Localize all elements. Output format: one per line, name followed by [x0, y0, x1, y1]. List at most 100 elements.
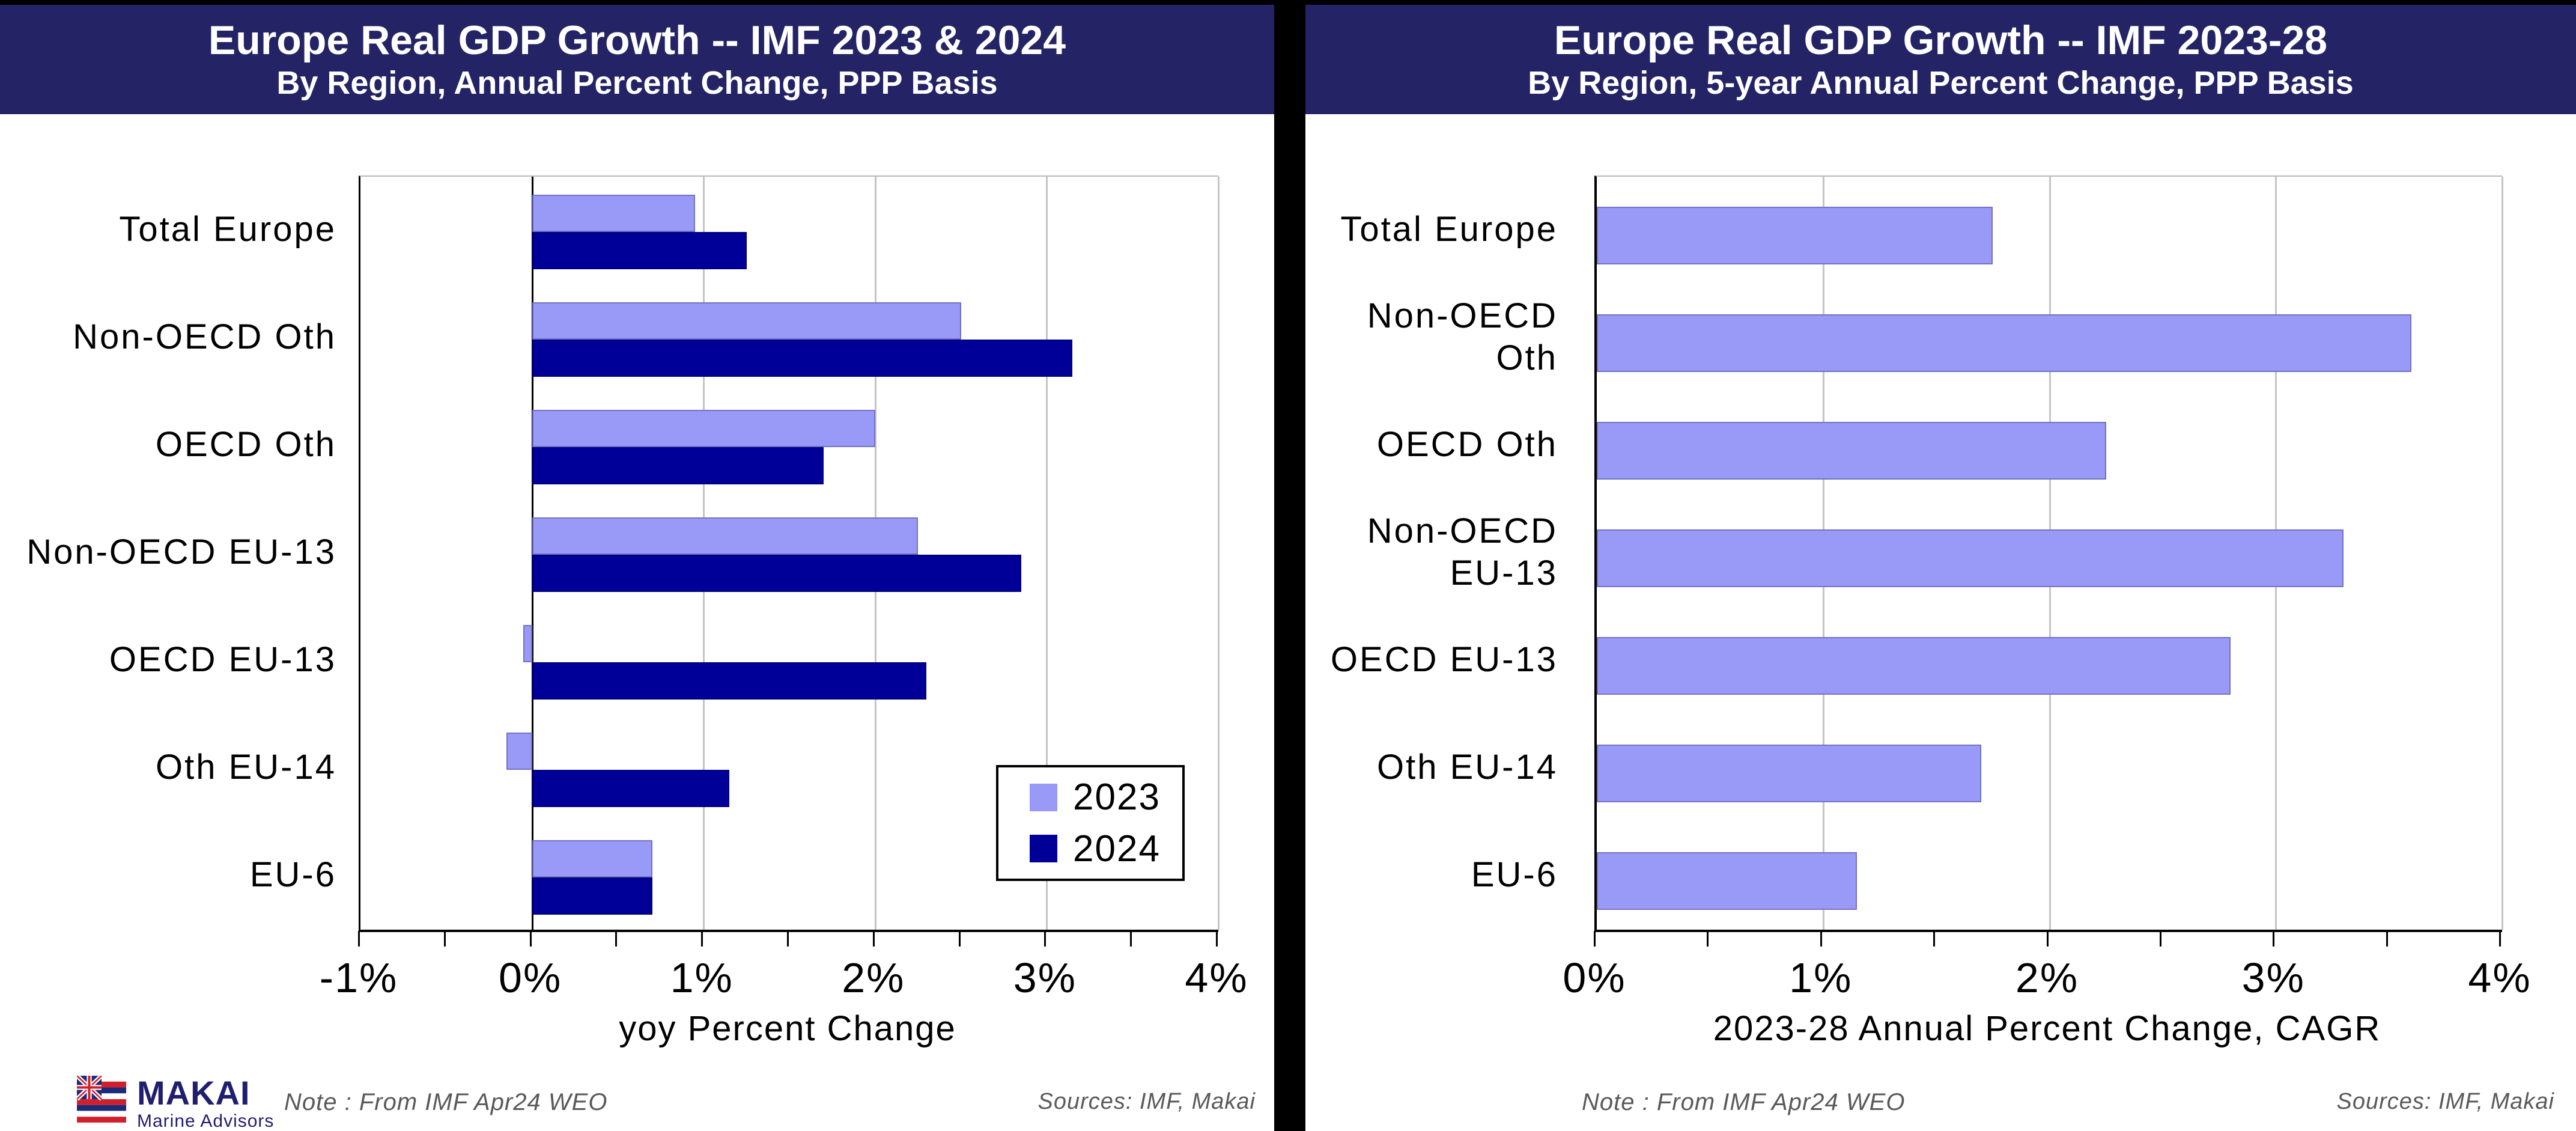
left-note: Note : From IMF Apr24 WEO: [284, 1089, 608, 1115]
left-chart-title: Europe Real GDP Growth -- IMF 2023 & 202…: [208, 17, 1066, 63]
bar-2023-28 CAGR-Oth-EU-14: [1597, 745, 1982, 802]
category-label: Oth EU-14: [1377, 747, 1558, 787]
logo-name: MAKAI: [137, 1074, 251, 1112]
right-note: Note : From IMF Apr24 WEO: [1582, 1089, 1906, 1115]
axis-tick: [2159, 931, 2161, 947]
bar-2023-EU-6: [532, 840, 652, 877]
x-tick-label: 0%: [1563, 954, 1626, 1001]
left-sources: Sources: IMF, Makai: [1037, 1089, 1256, 1114]
category-label: Non-OECD Oth: [73, 317, 336, 356]
bar-2023-28 CAGR-OECD-Oth: [1597, 422, 2106, 480]
axis-tick: [2499, 931, 2501, 947]
axis-tick: [1130, 931, 1132, 947]
category-label: EU-6: [249, 855, 336, 894]
gridline: [1218, 177, 1220, 930]
category-label: Total Europe: [1340, 209, 1558, 249]
x-tick-label: 1%: [1789, 954, 1853, 1001]
bar-2023-OECD-EU-13: [523, 625, 532, 662]
legend-item: 2024: [1030, 828, 1182, 870]
axis-tick: [2046, 931, 2049, 947]
bar-2024-EU-6: [532, 877, 652, 915]
bar-2024-Non-OECD-EU-13: [532, 555, 1021, 592]
category-label: OECD EU-13: [1330, 639, 1558, 679]
category-label: Total Europe: [119, 209, 336, 249]
bar-2023-28 CAGR-Non-OECD-Oth: [1597, 314, 2412, 372]
legend-swatch-2023: [1030, 783, 1057, 811]
right-panel: Europe Real GDP Growth -- IMF 2023-28 By…: [1305, 0, 2576, 1131]
makai-logo: MAKAI Marine Advisors: [77, 1074, 275, 1131]
bar-row: [360, 822, 1218, 930]
bar-row: [360, 177, 1218, 284]
bar-2024-Oth-EU-14: [532, 770, 730, 807]
category-label: OECD Oth: [1376, 424, 1558, 464]
axis-tick: [1594, 931, 1596, 947]
legend-swatch-2024: [1030, 835, 1057, 863]
axis-tick: [358, 931, 360, 947]
gridline: [1046, 177, 1048, 930]
bar-row: [1597, 822, 2502, 930]
x-tick-label: 3%: [1013, 954, 1077, 1001]
bar-2024-OECD-Oth: [532, 447, 824, 484]
bar-2023-Total-Europe: [532, 195, 695, 232]
legend: 2023 2024: [996, 765, 1185, 881]
left-category-labels: Total Europe Non-OECD Oth OECD Oth Non-OECD…: [24, 175, 336, 928]
category-label: Non-OECD EU-13: [1367, 511, 1558, 593]
bar-row: [360, 392, 1218, 499]
bar-row: [1597, 499, 2502, 607]
category-label: OECD Oth: [155, 424, 336, 464]
bar-2024-OECD-EU-13: [532, 662, 927, 700]
gridline: [2502, 177, 2503, 930]
bar-2023-28 CAGR-Non-OECD-EU-13: [1597, 529, 2344, 587]
bar-row: [1597, 284, 2502, 392]
bar-row: [1597, 715, 2502, 822]
bar-row: [360, 284, 1218, 392]
bar-2024-Non-OECD-Oth: [532, 340, 1073, 377]
right-chart-title: Europe Real GDP Growth -- IMF 2023-28: [1554, 17, 2328, 63]
bar-row: [1597, 177, 2502, 284]
x-tick-label: 3%: [2241, 954, 2305, 1001]
x-tick-label: 4%: [1185, 954, 1248, 1001]
right-x-axis-title: 2023-28 Annual Percent Change, CAGR: [1713, 1009, 2381, 1048]
axis-tick: [787, 931, 789, 947]
bar-2023-28 CAGR-Total-Europe: [1597, 207, 1993, 264]
bar-2024-Total-Europe: [532, 232, 747, 269]
right-plot-area: [1594, 175, 2503, 932]
right-x-axis: 0% 1% 2% 3% 4%: [1563, 931, 2530, 1009]
x-tick-label: 4%: [2468, 954, 2532, 1001]
legend-item: 2023: [1030, 776, 1182, 819]
left-plot-area: 2023 2024: [359, 175, 1220, 932]
left-chart-subtitle: By Region, Annual Percent Change, PPP Ba…: [276, 65, 998, 101]
axis-tick: [2386, 931, 2388, 947]
bar-row: [1597, 392, 2502, 499]
left-title-bar: Europe Real GDP Growth -- IMF 2023 & 202…: [0, 5, 1274, 114]
logo-tagline: Marine Advisors: [137, 1111, 275, 1131]
bar-row: [360, 607, 1218, 715]
logo-text: MAKAI Marine Advisors: [137, 1074, 275, 1131]
x-tick-label: -1%: [319, 954, 398, 1001]
hawaii-flag-icon: [77, 1076, 126, 1123]
bar-2023-Non-OECD-EU-13: [532, 517, 919, 555]
bar-2023-28 CAGR-OECD-EU-13: [1597, 637, 2231, 695]
axis-tick: [615, 931, 618, 947]
bar-2023-28 CAGR-EU-6: [1597, 852, 1858, 910]
bar-2023-OECD-Oth: [532, 410, 875, 447]
panel-divider: [1274, 0, 1305, 1131]
category-label: Non-OECD Oth: [1367, 296, 1558, 377]
axis-tick: [2273, 931, 2275, 947]
axis-tick: [958, 931, 961, 947]
bar-row: [360, 499, 1218, 607]
axis-tick: [1707, 931, 1709, 947]
x-tick-label: 0%: [499, 954, 562, 1001]
axis-tick: [443, 931, 446, 947]
axis-tick: [1216, 931, 1218, 947]
category-label: Non-OECD EU-13: [26, 532, 336, 572]
left-panel: Europe Real GDP Growth -- IMF 2023 & 202…: [0, 0, 1274, 1131]
legend-label: 2023: [1073, 776, 1161, 819]
axis-tick: [529, 931, 532, 947]
x-tick-label: 2%: [842, 954, 905, 1001]
right-title-bar: Europe Real GDP Growth -- IMF 2023-28 By…: [1305, 5, 2576, 114]
axis-tick: [1933, 931, 1936, 947]
axis-tick: [1820, 931, 1822, 947]
left-x-axis: -1% 0% 1% 2% 3% 4%: [320, 931, 1247, 1009]
